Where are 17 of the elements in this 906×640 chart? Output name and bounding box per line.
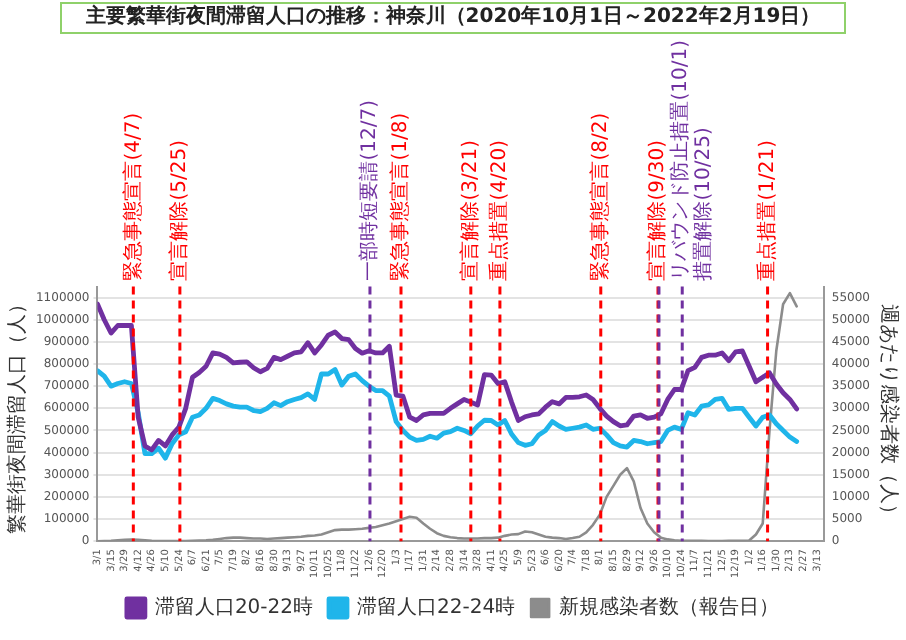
legend-label: 滞留人口22-24時 (357, 595, 516, 620)
legend-label: 滞留人口20-22時 (154, 595, 314, 620)
ref-line-label: 緊急事態宣言(4/7) (120, 112, 145, 281)
ref-line-label: 宣言解除(3/21) (458, 139, 483, 281)
ref-line-label: 一部時短要請(12/7) (357, 99, 382, 281)
ref-line-label: 宣言解除(5/25) (167, 139, 192, 281)
ref-line-label: 措置解除(10/25) (691, 127, 716, 281)
ref-line-label: 緊急事態宣言(8/2) (587, 112, 612, 281)
ref-line-label: 重点措置(1/21) (754, 139, 779, 281)
ref-line-label: 宣言解除(9/30) (645, 139, 670, 281)
legend-label: 新規感染者数（報告日） (559, 595, 780, 620)
ref-line-label: 緊急事態宣言(1/8) (388, 112, 413, 281)
y-axis-title: 繁華街夜間滞留人口（人） (5, 293, 30, 534)
ref-line-label: リバウンド防止措置(10/1) (668, 39, 693, 281)
ref-line-label: 重点措置(4/20) (487, 139, 512, 281)
chart-title: 主要繁華街夜間滞留人口の推移：神奈川（2020年10月1日～2022年2月19日） (60, 2, 846, 34)
y2-axis-title: 週あたり感染者数（人） (876, 303, 901, 524)
